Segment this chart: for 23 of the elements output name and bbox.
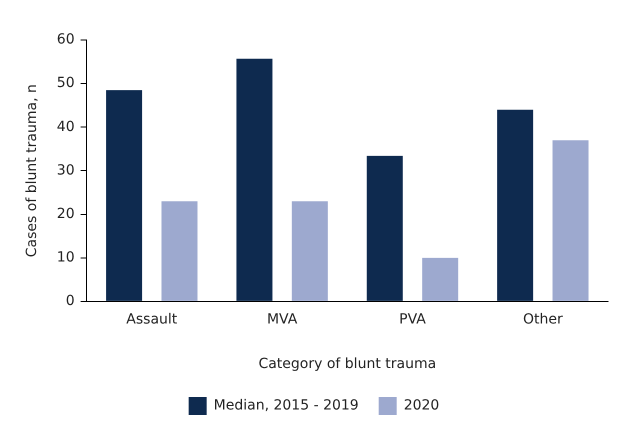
- x-tick-label: Other: [522, 311, 563, 328]
- y-tick-label: 20: [56, 206, 75, 222]
- x-tick-label: PVA: [399, 311, 426, 328]
- y-tick-label: 0: [66, 293, 75, 310]
- x-tick-label: MVA: [266, 311, 298, 328]
- legend-label: Median, 2015 - 2019: [214, 398, 359, 414]
- bar: [422, 258, 458, 301]
- y-tick-label: 60: [56, 32, 75, 48]
- y-tick-label: 50: [56, 75, 75, 92]
- x-tick-label: Assault: [126, 311, 178, 328]
- bar: [366, 156, 403, 301]
- y-tick-label: 30: [56, 162, 75, 178]
- y-axis-title: Cases of blunt trauma, n: [24, 84, 40, 258]
- y-tick-label: 10: [56, 249, 75, 266]
- legend-label: 2020: [404, 398, 440, 414]
- bar: [106, 90, 142, 301]
- bar: [161, 201, 198, 301]
- x-axis-title: Category of blunt trauma: [258, 356, 436, 372]
- bar: [497, 110, 534, 301]
- bar: [236, 58, 272, 301]
- y-tick-label: 40: [56, 118, 75, 135]
- bar: [552, 140, 589, 301]
- bar: [292, 201, 328, 301]
